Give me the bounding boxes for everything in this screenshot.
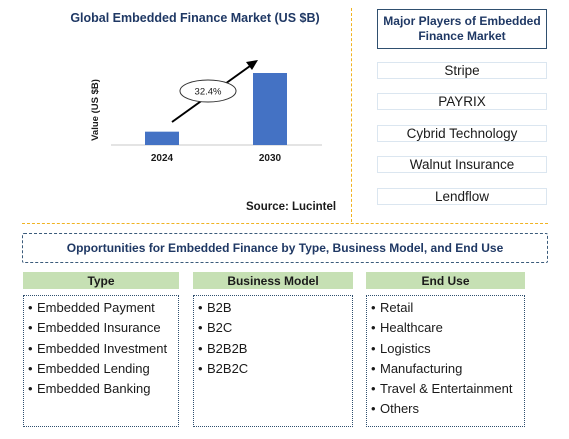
end-use-header: End Use: [366, 272, 525, 289]
business-model-list: • B2B • B2C • B2B2B • B2B2C: [193, 295, 353, 427]
opportunities-title: Opportunities for Embedded Finance by Ty…: [22, 233, 548, 263]
list-item: • Embedded Investment: [28, 340, 168, 356]
end-use-list: • Retail • Healthcare • Logistics • Manufact…: [366, 295, 525, 427]
list-item: • Embedded Insurance: [28, 320, 161, 336]
growth-arrow-head: [246, 60, 258, 70]
bar-2030: [253, 73, 287, 145]
bar-2024: [145, 131, 179, 145]
type-header: Type: [23, 272, 179, 289]
bars-group: [145, 73, 287, 145]
list-item: • Travel & Entertainment: [371, 381, 513, 397]
list-item: • Retail: [371, 300, 414, 315]
player-item: PAYRIX: [377, 93, 547, 110]
x-tick-label: 2030: [259, 153, 282, 164]
bar-chart: Value (US $B) 2024 2030 32.4%: [90, 60, 322, 164]
player-item: Stripe: [377, 62, 547, 79]
x-tick-labels: 2024 2030: [151, 153, 282, 164]
list-item: • Embedded Payment: [28, 300, 155, 315]
y-axis-label: Value (US $B): [90, 79, 101, 141]
x-tick-label: 2024: [151, 153, 174, 164]
list-item: • B2C: [198, 320, 233, 336]
cagr-ellipse: [179, 79, 237, 103]
player-item: Cybrid Technology: [377, 125, 547, 142]
cagr-label: 32.4%: [195, 87, 222, 98]
players-title: Major Players of Embedded Finance Market: [377, 9, 547, 49]
list-item: • Embedded Banking: [28, 381, 151, 397]
list-item: • Manufacturing: [371, 360, 463, 376]
source-label: Source: Lucintel: [246, 201, 337, 213]
player-item: Walnut Insurance: [377, 156, 547, 173]
list-item: • Logistics: [371, 340, 431, 356]
chart-title: Global Embedded Finance Market (US $B): [70, 11, 320, 25]
list-item: • B2B: [198, 300, 232, 315]
list-item: • Embedded Lending: [28, 360, 150, 376]
list-item: • B2B2C: [198, 360, 249, 376]
list-item: • Healthcare: [371, 320, 443, 336]
horizontal-divider: [22, 223, 548, 224]
list-item: • B2B2B: [198, 340, 248, 356]
business-model-header: Business Model: [193, 272, 353, 289]
type-list: • Embedded Payment • Embedded Insurance • E…: [23, 295, 179, 427]
player-item: Lendflow: [377, 188, 547, 205]
list-item: • Others: [371, 401, 420, 417]
vertical-divider: [351, 8, 352, 222]
